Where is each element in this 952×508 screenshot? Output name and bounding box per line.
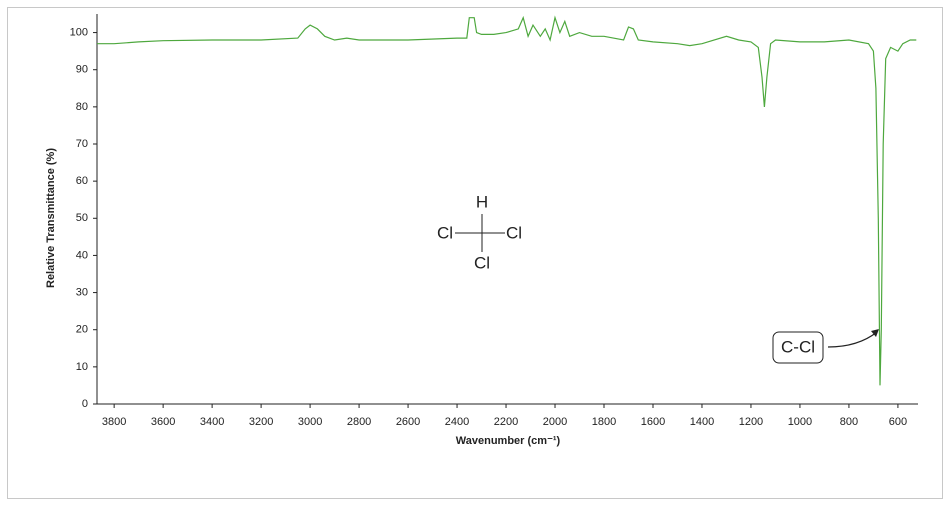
x-tick-label: 3600 bbox=[151, 416, 175, 428]
y-tick-label: 100 bbox=[70, 26, 88, 38]
y-axis-title: Relative Transmittance (%) bbox=[45, 148, 57, 288]
x-tick-label: 600 bbox=[889, 416, 907, 428]
y-tick-label: 10 bbox=[76, 361, 88, 373]
x-tick-label: 3000 bbox=[298, 416, 322, 428]
y-tick-label: 30 bbox=[76, 286, 88, 298]
x-tick-label: 3400 bbox=[200, 416, 224, 428]
x-tick-label: 2200 bbox=[494, 416, 518, 428]
y-tick-label: 40 bbox=[76, 249, 88, 261]
x-tick-label: 3200 bbox=[249, 416, 273, 428]
y-tick-label: 50 bbox=[76, 212, 88, 224]
y-tick-label: 60 bbox=[76, 175, 88, 187]
x-tick-label: 1600 bbox=[641, 416, 665, 428]
annotation-arrow bbox=[827, 331, 878, 348]
x-tick-label: 2000 bbox=[543, 416, 567, 428]
atom-label: Cl bbox=[474, 253, 490, 272]
annotation-box bbox=[772, 331, 824, 364]
y-tick-label: 80 bbox=[76, 101, 88, 113]
x-tick-label: 2600 bbox=[396, 416, 420, 428]
atom-label: Cl bbox=[437, 223, 453, 242]
atom-label: Cl bbox=[506, 223, 522, 242]
frame bbox=[7, 7, 943, 499]
arrow-head bbox=[871, 329, 879, 337]
x-tick-label: 800 bbox=[840, 416, 858, 428]
x-tick-label: 1200 bbox=[739, 416, 763, 428]
atom-label: H bbox=[476, 192, 488, 211]
x-tick-label: 2800 bbox=[347, 416, 371, 428]
x-tick-label: 1400 bbox=[690, 416, 714, 428]
x-tick-label: 1800 bbox=[592, 416, 616, 428]
annotation: C-Cl bbox=[781, 337, 815, 356]
x-tick-label: 1000 bbox=[788, 416, 812, 428]
spectrum-line bbox=[97, 15, 917, 386]
y-tick-label: 0 bbox=[82, 398, 88, 410]
x-tick-label: 2400 bbox=[445, 416, 469, 428]
y-tick-label: 70 bbox=[76, 138, 88, 150]
x-tick-label: 3800 bbox=[102, 416, 126, 428]
y-tick-label: 20 bbox=[76, 324, 88, 336]
x-axis-title: Wavenumber (cm⁻¹) bbox=[456, 435, 561, 447]
y-tick-label: 90 bbox=[76, 64, 88, 76]
